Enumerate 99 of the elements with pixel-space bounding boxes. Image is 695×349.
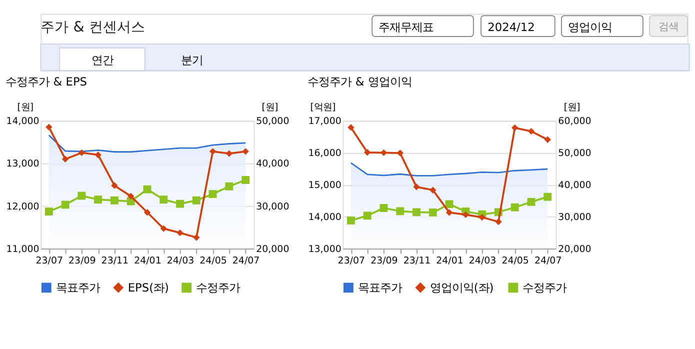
chart-title: 수정주가 & 영업이익	[308, 74, 412, 89]
y2-tick-label: 20,000	[558, 244, 592, 255]
y-tick-label: 11,000	[6, 244, 40, 255]
point	[61, 200, 70, 209]
point	[176, 200, 184, 208]
point	[527, 198, 536, 206]
y-tick-label: 14,000	[6, 116, 40, 128]
y-tick-label: 16,000	[308, 148, 342, 160]
legend-label: 목표주가	[56, 280, 100, 294]
point	[478, 214, 486, 221]
x-tick-label: 24/01	[134, 255, 162, 266]
point	[348, 124, 354, 131]
text: 주가 & 컨센서스	[40, 20, 145, 36]
x-tick-label: 23/11	[101, 255, 129, 266]
point	[396, 207, 404, 216]
y-axis-title: [억원]	[310, 102, 336, 113]
point	[363, 212, 372, 220]
point	[430, 186, 436, 194]
point	[544, 136, 551, 143]
point	[226, 150, 233, 157]
y-tick-label: 13,000	[6, 158, 40, 170]
y2-tick-label: 40,000	[256, 158, 290, 170]
chart-title: 수정주가 & EPS	[6, 74, 88, 89]
text: 영업이익	[568, 20, 612, 34]
point	[412, 208, 420, 216]
legend-label: 수정주가	[522, 280, 567, 294]
y2-axis-title: [원]	[564, 102, 580, 113]
point	[511, 124, 518, 132]
x-tick-label: 23/07	[338, 255, 366, 266]
point	[110, 196, 118, 204]
y-tick-label: 13,000	[308, 244, 342, 255]
point	[111, 182, 118, 189]
x-tick-label: 24/07	[232, 255, 260, 266]
y-tick-label: 14,000	[308, 212, 342, 223]
x-tick-label: 23/09	[370, 255, 398, 266]
point	[94, 151, 102, 158]
point	[380, 149, 388, 156]
point	[364, 149, 371, 156]
legend-label: 목표주가	[358, 280, 402, 294]
y-tick-label: 15,000	[308, 180, 342, 191]
point	[160, 225, 167, 232]
legend-label: 영업이익(좌)	[430, 280, 494, 294]
point	[44, 208, 53, 216]
point	[528, 128, 535, 135]
point	[128, 192, 134, 200]
x-tick-label: 23/09	[68, 255, 96, 266]
text: 분기	[181, 52, 204, 67]
y2-tick-label: 50,000	[256, 116, 290, 128]
point	[396, 150, 404, 156]
point	[544, 192, 552, 201]
point	[428, 208, 437, 216]
x-tick-label: 24/07	[534, 255, 562, 266]
text: 2024/12	[488, 20, 535, 34]
point	[143, 185, 152, 194]
point	[193, 234, 200, 241]
y2-axis-title: [원]	[262, 102, 278, 113]
x-tick-label: 23/11	[403, 255, 431, 266]
legend-label: EPS(좌)	[128, 280, 169, 294]
y2-tick-label: 20,000	[256, 244, 290, 255]
y-tick-label: 17,000	[308, 116, 342, 128]
point	[242, 176, 250, 184]
text: 연간	[91, 52, 114, 67]
point	[78, 149, 86, 156]
legend-label: 수정주가	[196, 280, 240, 294]
point	[413, 184, 420, 190]
x-tick-label: 23/07	[36, 255, 64, 266]
point	[446, 209, 453, 216]
point	[347, 216, 355, 224]
point	[510, 203, 519, 212]
point	[192, 196, 200, 204]
point	[225, 182, 234, 190]
point	[208, 190, 217, 198]
text: 검색	[658, 20, 678, 33]
x-tick-label: 24/05	[200, 255, 227, 266]
y2-tick-label: 50,000	[558, 148, 592, 160]
point	[78, 192, 86, 200]
y2-tick-label: 60,000	[558, 116, 592, 128]
point	[462, 211, 470, 218]
point	[445, 200, 454, 208]
point	[242, 148, 249, 155]
x-tick-label: 24/05	[502, 255, 529, 266]
point	[495, 218, 502, 226]
x-tick-label: 24/03	[468, 255, 496, 266]
point	[160, 196, 168, 204]
x-tick-label: 24/03	[166, 255, 194, 266]
point	[209, 148, 216, 155]
y-axis-title: [원]	[17, 102, 34, 113]
x-tick-label: 24/01	[436, 255, 464, 266]
point	[62, 156, 69, 162]
point	[46, 124, 52, 130]
point	[144, 209, 151, 216]
point	[176, 229, 184, 236]
text: 주재무제표	[378, 20, 434, 34]
y2-tick-label: 40,000	[558, 180, 592, 191]
y-tick-label: 12,000	[6, 201, 40, 212]
y2-tick-label: 30,000	[256, 201, 290, 212]
y2-tick-label: 30,000	[558, 212, 592, 223]
point	[94, 196, 102, 204]
point	[380, 204, 388, 212]
